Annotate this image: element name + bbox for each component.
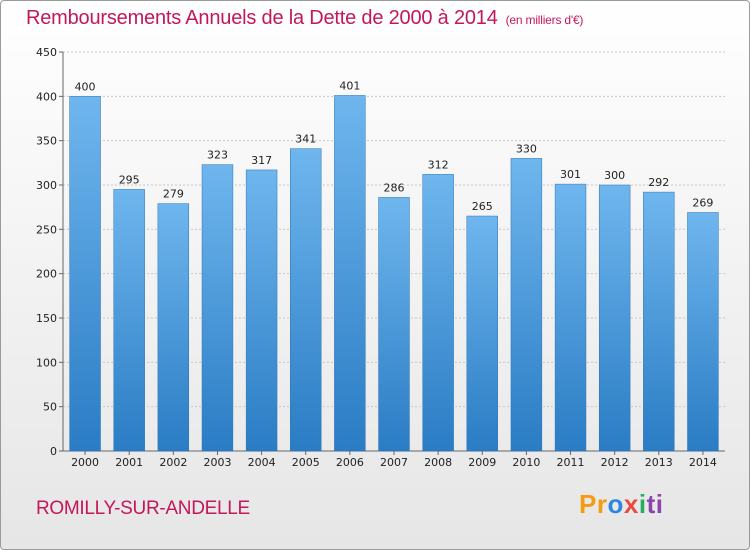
title-text: Remboursements Annuels de la Dette de 20… <box>26 7 498 29</box>
bar-2002 <box>157 203 190 452</box>
x-tick-label-2001: 2001 <box>115 456 143 469</box>
y-tick-label: 50 <box>43 401 57 414</box>
value-label-2008: 312 <box>428 158 449 171</box>
x-tick-label-2010: 2010 <box>512 456 540 469</box>
value-label-2007: 286 <box>384 181 405 194</box>
x-tick-label-2011: 2011 <box>557 456 585 469</box>
bar-2014 <box>687 212 719 452</box>
value-label-2003: 323 <box>207 149 228 162</box>
x-tick-label-2003: 2003 <box>203 456 231 469</box>
value-label-2012: 300 <box>604 169 625 182</box>
value-label-2004: 317 <box>251 154 272 167</box>
y-tick-label: 400 <box>36 90 57 103</box>
x-tick-label-2000: 2000 <box>71 456 99 469</box>
chart-subtitle: (en milliers d'€) <box>505 13 584 27</box>
value-label-2005: 341 <box>295 133 316 146</box>
bar-2005 <box>290 148 322 452</box>
value-label-2009: 265 <box>472 200 493 213</box>
bar-2007 <box>378 197 410 452</box>
bar-2008 <box>422 174 454 452</box>
y-tick-label: 150 <box>36 312 57 325</box>
y-tick-label: 250 <box>36 223 57 236</box>
y-tick-label: 100 <box>36 356 57 369</box>
x-tick-label-2012: 2012 <box>601 456 629 469</box>
bar-2011 <box>554 183 587 452</box>
x-tick-label-2008: 2008 <box>424 456 452 469</box>
x-tick-label-2004: 2004 <box>248 456 276 469</box>
x-tick-label-2007: 2007 <box>380 456 408 469</box>
x-tick-label-2009: 2009 <box>468 456 496 469</box>
value-label-2010: 330 <box>516 142 537 155</box>
x-tick-label-2002: 2002 <box>159 456 187 469</box>
value-label-2001: 295 <box>119 173 140 186</box>
proxiti-logo: Proxiti <box>579 489 664 519</box>
bar-2013 <box>643 191 675 452</box>
value-label-2014: 269 <box>692 196 713 209</box>
bar-2010 <box>510 158 543 452</box>
x-tick-label-2014: 2014 <box>689 456 717 469</box>
bar-2009 <box>466 215 498 452</box>
bar-2006 <box>334 95 366 452</box>
bar-2004 <box>245 169 278 452</box>
x-tick-label-2005: 2005 <box>292 456 320 469</box>
value-label-2000: 400 <box>75 80 96 93</box>
bar-2012 <box>598 184 631 452</box>
x-tick-label-2013: 2013 <box>645 456 673 469</box>
value-label-2006: 401 <box>339 79 360 92</box>
bar-2000 <box>69 96 101 452</box>
y-tick-label: 0 <box>50 445 57 458</box>
value-labels: 400 295 279 323 317 341 401 286 312 265 330 301 300 2… <box>75 79 714 213</box>
bars <box>69 95 719 452</box>
y-tick-label: 300 <box>36 179 57 192</box>
chart-title: Remboursements Annuels de la Dette de 20… <box>26 7 583 30</box>
bar-2003 <box>201 164 234 452</box>
commune-name: ROMILLY-SUR-ANDELLE <box>36 498 250 519</box>
value-label-2013: 292 <box>648 176 669 189</box>
bar-2001 <box>113 189 145 452</box>
y-tick-label: 350 <box>36 135 57 148</box>
y-tick-label: 450 <box>36 46 57 59</box>
y-tick-label: 200 <box>36 268 57 281</box>
value-label-2002: 279 <box>163 188 184 201</box>
value-label-2011: 301 <box>560 168 581 181</box>
x-tick-label-2006: 2006 <box>336 456 364 469</box>
